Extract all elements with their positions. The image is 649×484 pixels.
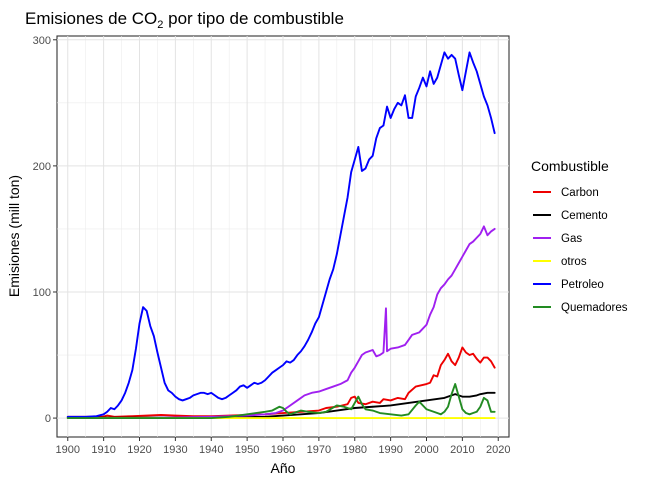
legend-item-quemadores: Quemadores: [533, 302, 628, 314]
y-axis-title: Emisiones (mill ton): [6, 175, 22, 297]
y-axis: 0 100 200 300: [33, 35, 57, 425]
x-tick-label: 1940: [199, 444, 223, 456]
legend-item-carbon: Carbon: [533, 187, 599, 199]
legend-label: Cemento: [561, 210, 608, 222]
legend-label: Quemadores: [561, 302, 628, 314]
x-axis-title: Año: [271, 460, 296, 476]
y-tick-label: 100: [33, 287, 51, 299]
legend-item-otros: otros: [533, 256, 587, 268]
x-tick-label: 2000: [414, 444, 438, 456]
y-tick-label: 200: [33, 161, 51, 173]
grid-major: [57, 36, 509, 437]
legend-label: otros: [561, 256, 587, 268]
legend-item-petroleo: Petroleo: [533, 279, 604, 291]
grid-minor: [57, 36, 509, 437]
chart-title: Emisiones de CO2 por tipo de combustible: [25, 9, 344, 31]
series-line-petroleo: [66, 51, 496, 418]
series-line-carbon: [66, 346, 496, 418]
series-line-quemadores: [66, 383, 496, 420]
x-tick-label: 1950: [235, 444, 259, 456]
chart-title-subscript: 2: [157, 19, 163, 31]
legend-title: Combustible: [531, 158, 609, 174]
x-tick-label: 1930: [163, 444, 187, 456]
x-tick-label: 1980: [343, 444, 367, 456]
series-line-cemento: [66, 391, 496, 419]
x-tick-label: 1920: [127, 444, 151, 456]
x-axis: 1900 1910 1920 1930 1940 1950 1960 1970 1980 1990…: [56, 437, 510, 456]
x-tick-label: 2010: [450, 444, 474, 456]
x-tick-label: 2020: [486, 444, 510, 456]
chart-title-rest: por tipo de combustible: [163, 9, 344, 28]
legend-label: Gas: [561, 233, 582, 245]
legend-item-cemento: Cemento: [533, 210, 608, 222]
legend-label: Carbon: [561, 187, 599, 199]
legend-item-gas: Gas: [533, 233, 582, 245]
x-tick-label: 1960: [271, 444, 295, 456]
x-tick-label: 1900: [56, 444, 80, 456]
y-tick-label: 0: [45, 413, 51, 425]
x-tick-label: 1910: [91, 444, 115, 456]
legend: Combustible Carbon Cemento Gas otros Petrole…: [531, 158, 628, 314]
chart-title-main: Emisiones de CO: [25, 9, 157, 28]
legend-items: Carbon Cemento Gas otros Petroleo Quemadores: [533, 187, 628, 314]
series-line-gas: [66, 225, 496, 420]
x-tick-label: 1990: [378, 444, 402, 456]
series-layer: [66, 51, 496, 420]
x-tick-label: 1970: [307, 444, 331, 456]
legend-label: Petroleo: [561, 279, 604, 291]
y-tick-label: 300: [33, 35, 51, 47]
